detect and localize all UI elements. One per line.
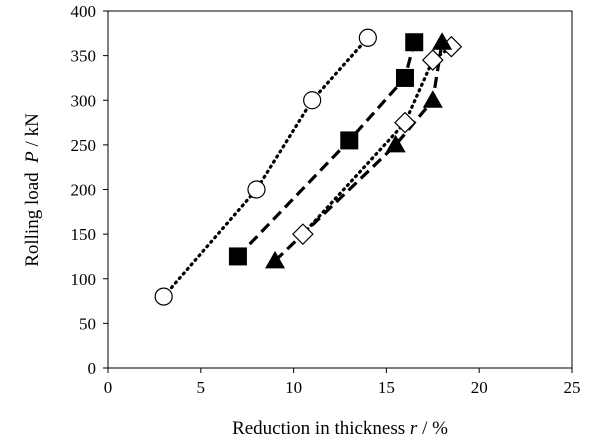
y-tick-label: 0 [88,359,97,378]
y-tick-label: 150 [71,225,97,244]
x-tick-label: 5 [197,378,206,397]
point-filled-square [228,247,247,266]
x-tick-label: 15 [378,378,395,397]
y-tick-label: 250 [71,136,97,155]
point-open-circle [247,180,266,199]
x-tick-label: 20 [471,378,488,397]
point-filled-triangle [432,32,453,50]
point-open-diamond [394,111,416,134]
y-tick-label: 300 [71,91,97,110]
point-open-diamond [292,223,314,245]
series-line [162,36,370,299]
point-open-circle [303,91,322,110]
x-tick-label: 25 [564,378,581,397]
point-filled-triangle [265,250,286,269]
y-axis-title: Rolling load P / kN [22,113,43,267]
point-filled-square [340,131,359,150]
y-axis-ticks: 0 50 100 150 200 250 300 350 400 [71,2,108,378]
point-open-diamond [421,49,444,71]
point-filled-square [395,68,414,87]
plot-frame [107,10,573,369]
y-tick-label: 200 [71,181,97,200]
y-tick-label: 50 [79,314,96,333]
y-tick-label: 350 [71,47,97,66]
point-filled-triangle [385,134,406,153]
x-tick-label: 10 [285,378,302,397]
point-filled-square [405,33,424,52]
point-filled-triangle [422,90,443,108]
x-tick-label: 0 [104,378,113,397]
y-tick-label: 100 [71,270,97,289]
y-tick-label: 400 [71,2,97,21]
series-line [236,41,416,258]
x-axis-title: Reduction in thickness r / % [232,418,448,439]
x-axis-ticks: 0 5 10 15 20 25 [104,368,581,397]
series-markers [154,28,463,306]
series-line [301,45,453,236]
point-open-circle [358,28,377,47]
point-open-circle [154,287,173,306]
